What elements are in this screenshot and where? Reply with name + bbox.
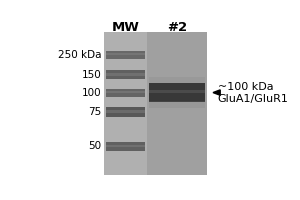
Bar xyxy=(149,77,205,86)
Bar xyxy=(106,51,145,59)
Bar xyxy=(106,107,145,117)
Bar xyxy=(149,83,205,102)
Text: 75: 75 xyxy=(88,107,101,117)
Bar xyxy=(106,110,145,113)
Polygon shape xyxy=(213,90,220,95)
Bar xyxy=(104,32,207,175)
Bar xyxy=(106,70,145,79)
Bar xyxy=(106,53,145,55)
Text: ~100 kDa: ~100 kDa xyxy=(218,82,273,92)
Bar xyxy=(106,73,145,76)
Text: 50: 50 xyxy=(88,141,101,151)
Text: 100: 100 xyxy=(82,88,101,98)
Text: GluA1/GluR1: GluA1/GluR1 xyxy=(218,94,289,104)
Text: MW: MW xyxy=(112,21,140,34)
Bar xyxy=(106,145,145,147)
Bar xyxy=(147,32,207,175)
Text: 150: 150 xyxy=(82,70,101,80)
Bar xyxy=(149,101,205,108)
Bar xyxy=(106,89,145,97)
Bar xyxy=(106,142,145,151)
Bar xyxy=(106,91,145,93)
Text: 250 kDa: 250 kDa xyxy=(58,50,101,60)
Text: #2: #2 xyxy=(167,21,187,34)
Bar xyxy=(149,90,205,93)
Bar xyxy=(104,32,147,175)
